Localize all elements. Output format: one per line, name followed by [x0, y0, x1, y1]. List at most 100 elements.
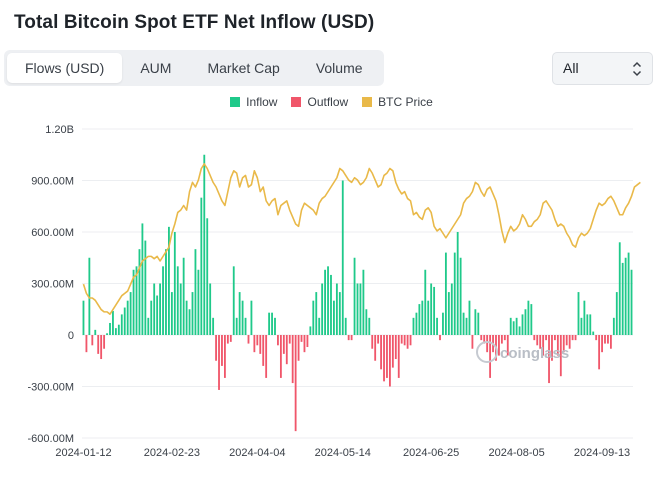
inflow-bar: [109, 322, 111, 335]
outflow-bar: [383, 335, 385, 382]
inflow-bar: [197, 269, 200, 335]
outflow-bar: [394, 335, 397, 360]
outflow-bar: [291, 335, 294, 384]
inflow-bar: [456, 232, 459, 335]
inflow-bar: [312, 300, 315, 335]
inflow-bar: [333, 300, 335, 335]
inflow-bar: [321, 283, 324, 335]
inflow-bar: [353, 257, 356, 335]
outflow-bar: [595, 335, 598, 341]
inflow-bar: [341, 180, 344, 335]
outflow-bar: [471, 335, 474, 349]
outflow-bar: [97, 335, 100, 354]
tab-volume[interactable]: Volume: [315, 60, 363, 76]
outflow-bar: [279, 335, 282, 378]
inflow-bar: [238, 292, 241, 335]
legend-btc-price-swatch: [362, 97, 373, 107]
inflow-bar: [577, 292, 580, 335]
inflow-bar: [344, 317, 347, 335]
outflow-bar: [221, 335, 223, 366]
outflow-bar: [607, 335, 609, 344]
y-tick-label: -300.00M: [28, 382, 74, 394]
inflow-bar: [179, 283, 182, 335]
inflow-bar: [162, 266, 164, 335]
inflow-bar: [144, 240, 147, 335]
inflow-bar: [580, 317, 583, 335]
x-tick-label: 2024-01-12: [55, 447, 111, 459]
inflow-bar: [206, 218, 209, 335]
outflow-bar: [265, 335, 268, 378]
outflow-bar: [604, 335, 606, 344]
inflow-bar: [165, 249, 167, 335]
inflow-bar: [521, 314, 524, 335]
y-tick-label: -600.00M: [28, 433, 74, 445]
inflow-bar: [268, 312, 271, 335]
inflow-bar: [465, 317, 468, 335]
outflow-bar: [439, 335, 441, 341]
inflow-bar: [627, 252, 630, 335]
outflow-bar: [347, 335, 350, 341]
legend-outflow[interactable]: Outflow: [291, 95, 348, 109]
outflow-bar: [500, 335, 503, 344]
outflow-bar: [556, 335, 559, 356]
outflow-bar: [503, 335, 506, 341]
inflow-bar: [453, 252, 456, 335]
outflow-bar: [226, 335, 229, 344]
inflow-bar: [459, 257, 462, 335]
legend-outflow-label: Outflow: [307, 95, 349, 109]
tab-aum[interactable]: AUM: [140, 60, 172, 76]
inflow-bar: [141, 223, 144, 335]
outflow-bar: [303, 335, 306, 353]
x-tick-label: 2024-02-23: [144, 447, 200, 459]
outflow-bar: [374, 335, 377, 361]
inflow-bar: [200, 197, 203, 335]
inflow-bar: [135, 266, 138, 335]
inflow-bar: [244, 317, 247, 335]
outflow-bar: [371, 335, 374, 349]
outflow-bar: [294, 335, 297, 432]
inflow-bar: [153, 283, 156, 335]
x-tick-label: 2024-05-14: [315, 447, 371, 459]
inflow-bar: [359, 283, 362, 335]
inflow-bar: [209, 283, 212, 335]
inflow-bar: [427, 300, 430, 335]
watermark: coinglass: [476, 341, 569, 363]
legend-btc-price[interactable]: BTC Price: [362, 95, 433, 109]
inflow-bar: [156, 295, 159, 335]
outflow-bar: [406, 335, 409, 349]
legend-inflow[interactable]: Inflow: [230, 95, 277, 109]
inflow-bar: [94, 329, 97, 335]
inflow-bar: [518, 326, 521, 335]
inflow-bar: [114, 328, 117, 335]
range-select[interactable]: All: [552, 52, 653, 85]
inflow-bar: [117, 324, 120, 335]
outflow-bar: [389, 335, 391, 387]
outflow-bar: [377, 335, 380, 344]
page-title: Total Bitcoin Spot ETF Net Inflow (USD): [14, 12, 375, 33]
outflow-bar: [256, 335, 259, 346]
outflow-bar: [262, 335, 265, 366]
outflow-bar: [480, 335, 483, 341]
outflow-bar: [297, 335, 300, 361]
inflow-bar: [615, 292, 618, 335]
outflow-bar: [601, 335, 603, 353]
y-tick-label: 600.00M: [31, 227, 74, 239]
inflow-bar: [621, 262, 624, 335]
inflow-bar: [138, 249, 141, 335]
outflow-bar: [559, 335, 562, 377]
outflow-bar: [103, 335, 106, 349]
tab-flows[interactable]: Flows (USD): [7, 53, 123, 83]
outflow-bar: [386, 335, 388, 378]
outflow-bar: [539, 335, 542, 349]
inflow-bar: [147, 317, 150, 335]
outflow-bar: [571, 335, 574, 341]
inflow-bar: [421, 300, 424, 335]
inflow-bar: [120, 314, 123, 335]
inflow-bar: [338, 292, 341, 335]
outflow-bar: [409, 335, 412, 346]
outflow-bar: [397, 335, 400, 378]
tab-market-cap[interactable]: Market Cap: [207, 60, 280, 76]
inflow-bar: [624, 257, 627, 335]
outflow-bar: [100, 335, 103, 360]
